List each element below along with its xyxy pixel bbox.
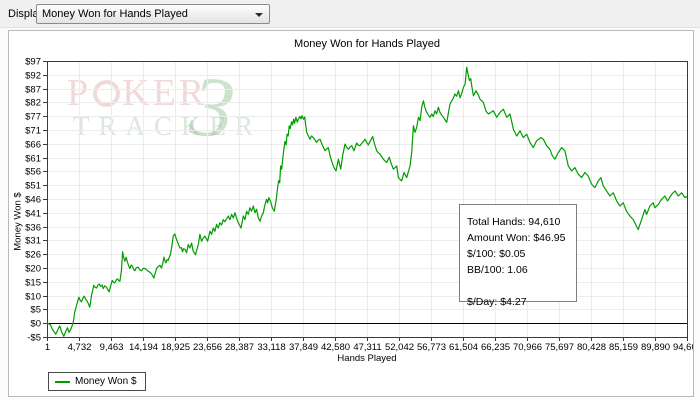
svg-text:61,504: 61,504 bbox=[449, 342, 478, 353]
x-axis-title: Hands Played bbox=[337, 353, 397, 364]
info-line-total-hands: Total Hands: 94,610 bbox=[467, 216, 561, 228]
stats-info-box: Total Hands: 94,610 Amount Won: $46.95 $… bbox=[459, 204, 577, 308]
svg-text:56,773: 56,773 bbox=[417, 342, 446, 353]
svg-text:$26: $26 bbox=[25, 250, 41, 261]
svg-text:70,966: 70,966 bbox=[513, 342, 542, 353]
chart-plot-area: 1 4,732 9,463 14,194 18,925 23,656 28,387 33,11… bbox=[25, 57, 693, 354]
info-line-amount-won: Amount Won: $46.95 bbox=[467, 232, 566, 244]
svg-text:$36: $36 bbox=[25, 223, 41, 234]
y-axis-title: Money Won $ bbox=[12, 192, 24, 251]
display-dropdown[interactable]: Money Won for Hands Played bbox=[36, 4, 270, 24]
toolbar: Display: Money Won for Hands Played bbox=[0, 0, 700, 28]
display-dropdown-value: Money Won for Hands Played bbox=[42, 8, 188, 20]
svg-text:85,159: 85,159 bbox=[609, 342, 638, 353]
legend-line-swatch bbox=[55, 380, 70, 383]
grid-lines bbox=[47, 61, 688, 338]
svg-text:42,580: 42,580 bbox=[321, 342, 350, 353]
svg-text:37,849: 37,849 bbox=[289, 342, 318, 353]
svg-text:9,463: 9,463 bbox=[100, 342, 124, 353]
info-line-blank bbox=[467, 278, 576, 294]
svg-text:$0: $0 bbox=[30, 319, 41, 330]
svg-text:66,235: 66,235 bbox=[481, 342, 510, 353]
svg-text:94,608: 94,608 bbox=[673, 342, 693, 353]
svg-text:$15: $15 bbox=[25, 278, 41, 289]
svg-text:$51: $51 bbox=[25, 181, 41, 192]
svg-text:80,428: 80,428 bbox=[577, 342, 606, 353]
svg-text:28,387: 28,387 bbox=[225, 342, 254, 353]
svg-text:$87: $87 bbox=[25, 85, 41, 96]
chevron-down-icon bbox=[255, 13, 263, 17]
info-line-per-day: $/Day: $4.27 bbox=[467, 296, 527, 308]
svg-text:4,732: 4,732 bbox=[68, 342, 92, 353]
svg-text:-$5: -$5 bbox=[27, 333, 41, 344]
x-tick-labels: 1 4,732 9,463 14,194 18,925 23,656 28,387 33,11… bbox=[45, 342, 693, 353]
tick-marks bbox=[43, 61, 688, 341]
svg-text:75,697: 75,697 bbox=[545, 342, 574, 353]
svg-text:33,118: 33,118 bbox=[257, 342, 285, 353]
info-line-bb-100: BB/100: 1.06 bbox=[467, 264, 528, 276]
svg-text:$66: $66 bbox=[25, 140, 41, 151]
series-line-money-won bbox=[46, 66, 688, 337]
chart-title: Money Won for Hands Played bbox=[294, 38, 440, 50]
svg-text:$10: $10 bbox=[25, 292, 41, 303]
svg-text:47,311: 47,311 bbox=[353, 342, 381, 353]
svg-text:$92: $92 bbox=[25, 71, 41, 82]
legend-label: Money Won $ bbox=[75, 376, 137, 387]
info-line-per-100: $/100: $0.05 bbox=[467, 248, 526, 260]
svg-text:52,042: 52,042 bbox=[385, 342, 414, 353]
svg-text:$56: $56 bbox=[25, 167, 41, 178]
svg-text:$77: $77 bbox=[25, 112, 41, 123]
svg-text:$97: $97 bbox=[25, 57, 41, 68]
svg-text:$20: $20 bbox=[25, 264, 41, 275]
svg-text:$61: $61 bbox=[25, 154, 41, 165]
svg-text:14,194: 14,194 bbox=[129, 342, 158, 353]
svg-text:$46: $46 bbox=[25, 195, 41, 206]
svg-text:18,925: 18,925 bbox=[161, 342, 190, 353]
svg-text:$31: $31 bbox=[25, 236, 41, 247]
svg-text:23,656: 23,656 bbox=[193, 342, 222, 353]
svg-text:$5: $5 bbox=[30, 305, 41, 316]
svg-text:$41: $41 bbox=[25, 209, 41, 220]
chart-panel: Money Won for Hands Played P KER 3 TRACKE… bbox=[8, 30, 694, 397]
svg-text:1: 1 bbox=[45, 342, 50, 353]
svg-text:89,890: 89,890 bbox=[641, 342, 670, 353]
legend: Money Won $ bbox=[48, 372, 146, 391]
y-tick-labels: $97 $92 $87 $82 $77 $71 $66 $61 $56 $51 $46 $41 $36 $… bbox=[25, 57, 41, 344]
svg-text:$82: $82 bbox=[25, 98, 41, 109]
svg-text:$71: $71 bbox=[25, 126, 41, 137]
